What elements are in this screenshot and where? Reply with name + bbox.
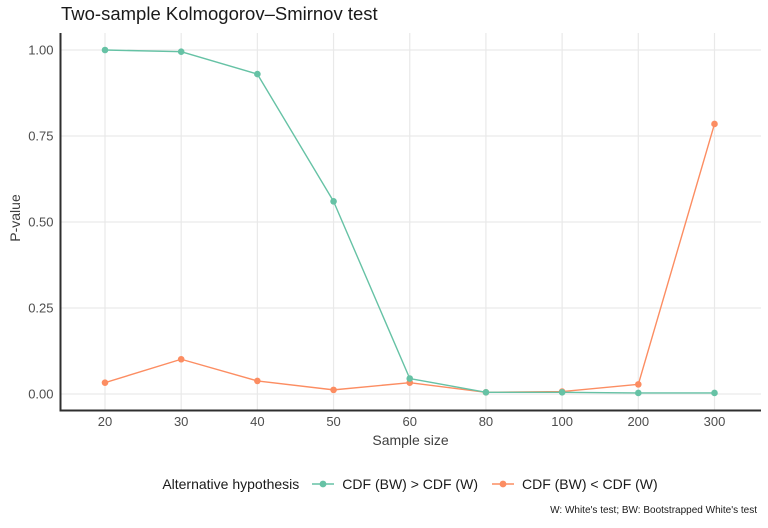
data-point xyxy=(711,389,718,397)
legend: Alternative hypothesis CDF (BW) > CDF (W… xyxy=(52,476,768,492)
x-axis-title: Sample size xyxy=(372,432,449,448)
chart-title: Two-sample Kolmogorov–Smirnov test xyxy=(61,3,378,24)
x-tick-label: 60 xyxy=(403,414,417,429)
x-tick-label: 300 xyxy=(704,414,726,429)
y-tick-label: 0.00 xyxy=(28,387,53,402)
data-point xyxy=(482,388,490,396)
plot-area: 0.00 0.25 0.50 0.75 1.00 20 30 40 50 60 80 100 200 30… xyxy=(28,33,761,429)
legend-key-point xyxy=(499,480,507,488)
x-tick-label: 200 xyxy=(627,414,649,429)
y-tick-label: 0.50 xyxy=(28,215,53,230)
data-point xyxy=(101,379,109,386)
data-point xyxy=(177,48,185,56)
legend-title: Alternative hypothesis xyxy=(162,476,300,492)
x-tick-label: 100 xyxy=(551,414,573,429)
legend-key-icon xyxy=(491,480,514,488)
x-tick-label: 20 xyxy=(98,414,112,429)
y-tick-label: 0.25 xyxy=(28,301,53,316)
legend-key-point xyxy=(319,480,327,488)
legend-key-icon xyxy=(312,480,335,488)
legend-item-1: CDF (BW) < CDF (W) xyxy=(491,476,658,492)
x-tick-label: 40 xyxy=(250,414,264,429)
x-tick-label: 30 xyxy=(174,414,188,429)
data-point xyxy=(406,375,414,382)
data-point xyxy=(330,198,337,205)
data-point xyxy=(101,46,109,54)
legend-item-0: CDF (BW) > CDF (W) xyxy=(311,476,478,492)
data-point xyxy=(254,70,261,78)
data-point xyxy=(711,120,718,128)
data-point xyxy=(177,355,185,363)
caption-note: W: White's test; BW: Bootstrapped White'… xyxy=(550,505,757,516)
legend-label: CDF (BW) > CDF (W) xyxy=(342,476,478,492)
data-point xyxy=(558,388,566,396)
x-tick-label: 80 xyxy=(479,414,493,429)
legend-label: CDF (BW) < CDF (W) xyxy=(521,476,658,492)
legend-items: CDF (BW) > CDF (W) CDF (BW) < CDF (W) xyxy=(311,476,658,492)
x-tick-label: 50 xyxy=(326,414,340,429)
data-point xyxy=(254,377,261,385)
y-tick-label: 0.75 xyxy=(28,129,53,144)
y-tick-label: 1.00 xyxy=(28,43,53,58)
data-point xyxy=(635,389,642,397)
data-point xyxy=(635,381,642,388)
data-point xyxy=(330,386,337,394)
